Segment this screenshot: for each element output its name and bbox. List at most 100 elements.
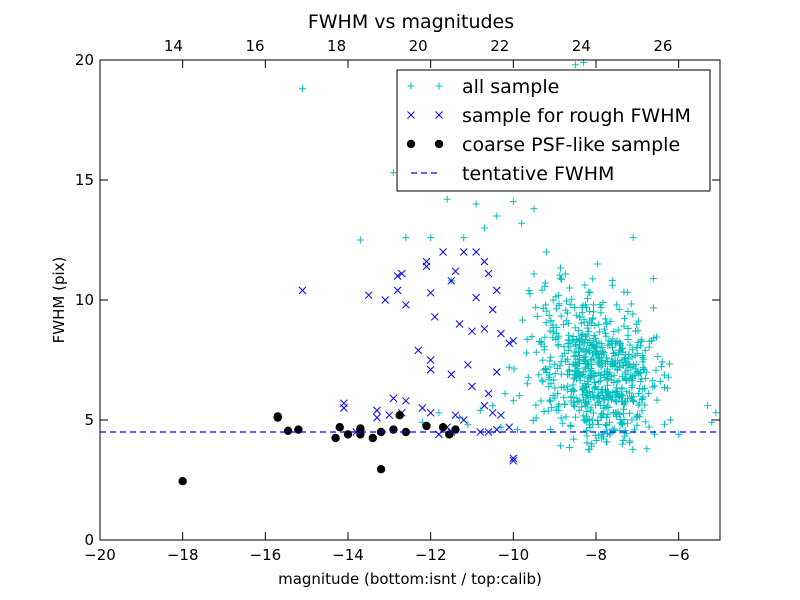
data-point: [624, 324, 632, 332]
data-point: [614, 326, 622, 334]
data-point: [592, 338, 600, 346]
data-point: [594, 350, 602, 358]
data-point: [447, 276, 456, 285]
data-point: [587, 367, 595, 375]
data-point: [589, 308, 597, 316]
data-point: [637, 336, 645, 344]
data-point: [570, 386, 578, 394]
data-point: [389, 394, 398, 403]
data-point: [564, 371, 572, 379]
data-point: [557, 383, 565, 391]
data-point: [570, 435, 578, 443]
data-point: [513, 426, 521, 434]
data-point: [505, 363, 513, 371]
data-point: [560, 321, 568, 329]
data-point: [602, 360, 610, 368]
data-point: [456, 414, 464, 422]
data-point: [529, 416, 537, 424]
data-point: [660, 383, 668, 391]
data-point: [455, 320, 464, 328]
data-point: [603, 370, 611, 378]
data-point: [560, 393, 568, 401]
data-point: [618, 440, 626, 448]
data-point: [539, 378, 547, 386]
data-point: [561, 357, 569, 365]
data-point: [472, 200, 480, 208]
data-point: [579, 301, 587, 309]
data-point: [592, 401, 600, 409]
data-point: [561, 349, 569, 357]
data-point: [621, 314, 629, 322]
data-point: [552, 336, 560, 344]
data-point: [645, 343, 653, 351]
data-point: [608, 376, 616, 384]
data-point: [620, 416, 628, 424]
data-point: [569, 333, 577, 341]
data-point: [616, 392, 624, 400]
data-point: [613, 301, 621, 309]
data-point: [563, 386, 571, 394]
data-point: [604, 390, 612, 398]
data-point: [447, 370, 456, 379]
y-tick-label: 10: [75, 291, 94, 309]
data-point: [443, 195, 451, 203]
data-point: [613, 337, 621, 345]
data-point: [603, 426, 611, 434]
data-point: [626, 409, 634, 417]
data-point: [600, 404, 608, 412]
data-point: [563, 297, 571, 305]
data-point: [601, 329, 609, 337]
data-point: [557, 414, 565, 422]
data-point: [628, 416, 636, 424]
data-point: [381, 296, 390, 304]
data-point: [628, 346, 636, 354]
data-point: [653, 396, 661, 404]
data-point: [554, 390, 562, 398]
data-point: [582, 365, 590, 373]
data-point: [610, 359, 618, 367]
data-point: [397, 269, 406, 278]
data-point: [591, 334, 599, 342]
data-point: [600, 325, 608, 333]
data-point: [600, 394, 608, 402]
data-point: [627, 300, 635, 308]
data-point: [468, 382, 476, 391]
legend-marker: [406, 139, 416, 149]
legend-marker: [435, 82, 443, 90]
legend: all sample sample for rough FWHM coarse PS…: [396, 69, 711, 192]
legend-box: [396, 69, 711, 192]
data-point: [643, 445, 651, 453]
data-point: [476, 406, 484, 414]
data-point: [566, 301, 574, 309]
data-point: [658, 358, 666, 366]
data-point: [571, 374, 579, 382]
data-point: [592, 436, 600, 444]
data-point: [385, 411, 394, 420]
y-tick-label: 15: [75, 171, 94, 189]
data-point: [574, 398, 582, 406]
data-point: [299, 85, 307, 93]
data-point: [535, 337, 543, 345]
data-point: [509, 336, 518, 345]
data-point: [555, 291, 563, 299]
data-point: [537, 397, 545, 405]
data-point: [575, 368, 583, 376]
data-point: [422, 421, 431, 431]
data-point: [619, 405, 627, 413]
data-point: [625, 389, 633, 397]
data-point: [530, 270, 538, 278]
data-point: [393, 286, 402, 295]
data-point: [488, 305, 497, 314]
data-point: [605, 341, 613, 349]
data-point: [579, 412, 587, 420]
data-point: [602, 354, 610, 362]
data-point: [577, 403, 585, 411]
x-tick-label: −6: [668, 546, 690, 564]
data-point: [542, 301, 550, 309]
y-axis-ticks: 0 5 10 15 20: [75, 51, 720, 549]
data-point: [548, 404, 556, 412]
data-point: [586, 289, 594, 297]
top-axis-ticks: 14 16 18 20 22 24 26: [164, 37, 673, 55]
data-point: [549, 324, 557, 332]
data-point: [582, 383, 590, 391]
